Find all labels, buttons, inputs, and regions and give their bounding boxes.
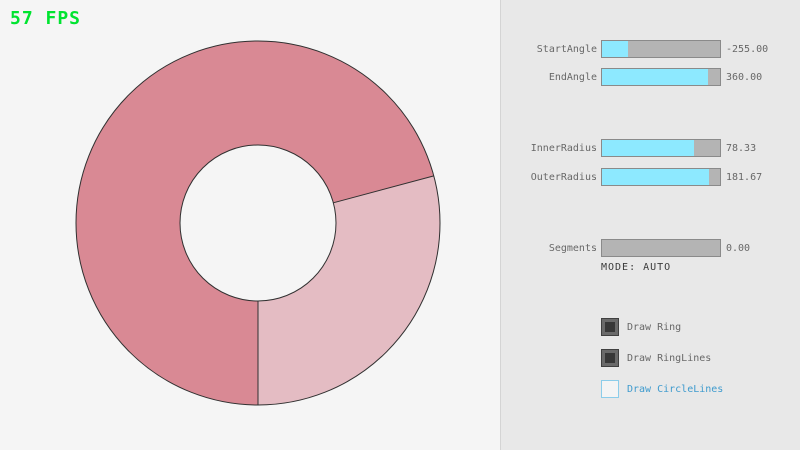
slider-fill bbox=[602, 41, 628, 57]
fps-counter: 57 FPS bbox=[10, 8, 82, 29]
check-mark-icon bbox=[605, 322, 615, 332]
checkbox-draw-ring-lines[interactable]: Draw RingLines bbox=[601, 349, 711, 367]
segments-slider[interactable] bbox=[601, 239, 721, 257]
start-angle-slider[interactable] bbox=[601, 40, 721, 58]
slider-row-outer-radius: OuterRadius 181.67 bbox=[501, 168, 800, 186]
checkbox-label: Draw RingLines bbox=[627, 352, 712, 364]
checkbox-draw-ring[interactable]: Draw Ring bbox=[601, 318, 681, 336]
checkbox-box[interactable] bbox=[601, 380, 619, 398]
slider-value: -255.00 bbox=[726, 43, 769, 55]
checkbox-draw-circle-lines[interactable]: Draw CircleLines bbox=[601, 380, 723, 398]
slider-label: Segments bbox=[548, 242, 597, 254]
slider-value: 181.67 bbox=[726, 171, 763, 183]
checkbox-label: Draw CircleLines bbox=[627, 383, 724, 395]
slider-label: StartAngle bbox=[536, 43, 597, 55]
slider-fill bbox=[602, 140, 695, 156]
slider-row-inner-radius: InnerRadius 78.33 bbox=[501, 139, 800, 157]
slider-row-segments: Segments 0.00 bbox=[501, 239, 800, 257]
checkbox-box[interactable] bbox=[601, 349, 619, 367]
end-angle-slider[interactable] bbox=[601, 68, 721, 86]
segments-mode-text: MODE: AUTO bbox=[601, 262, 672, 273]
ring-inner-line bbox=[179, 144, 337, 302]
inner-radius-slider[interactable] bbox=[601, 139, 721, 157]
slider-value: 360.00 bbox=[726, 71, 763, 83]
outer-radius-slider[interactable] bbox=[601, 168, 721, 186]
controls-panel: StartAngle -255.00 EndAngle 360.00 Inner… bbox=[500, 0, 800, 450]
check-mark-icon bbox=[605, 353, 615, 363]
slider-fill bbox=[602, 169, 710, 185]
checkbox-label: Draw Ring bbox=[627, 321, 682, 333]
slider-fill bbox=[602, 69, 709, 85]
slider-row-end-angle: EndAngle 360.00 bbox=[501, 68, 800, 86]
checkbox-box[interactable] bbox=[601, 318, 619, 336]
slider-value: 78.33 bbox=[726, 142, 757, 154]
slider-label: EndAngle bbox=[548, 71, 597, 83]
slider-value: 0.00 bbox=[726, 242, 751, 254]
ring-boundary-line-right bbox=[333, 175, 434, 204]
slider-row-start-angle: StartAngle -255.00 bbox=[501, 40, 800, 58]
ring-canvas bbox=[75, 40, 441, 406]
ring-sector-light bbox=[258, 175, 441, 405]
slider-label: InnerRadius bbox=[530, 142, 597, 154]
slider-label: OuterRadius bbox=[530, 171, 597, 183]
